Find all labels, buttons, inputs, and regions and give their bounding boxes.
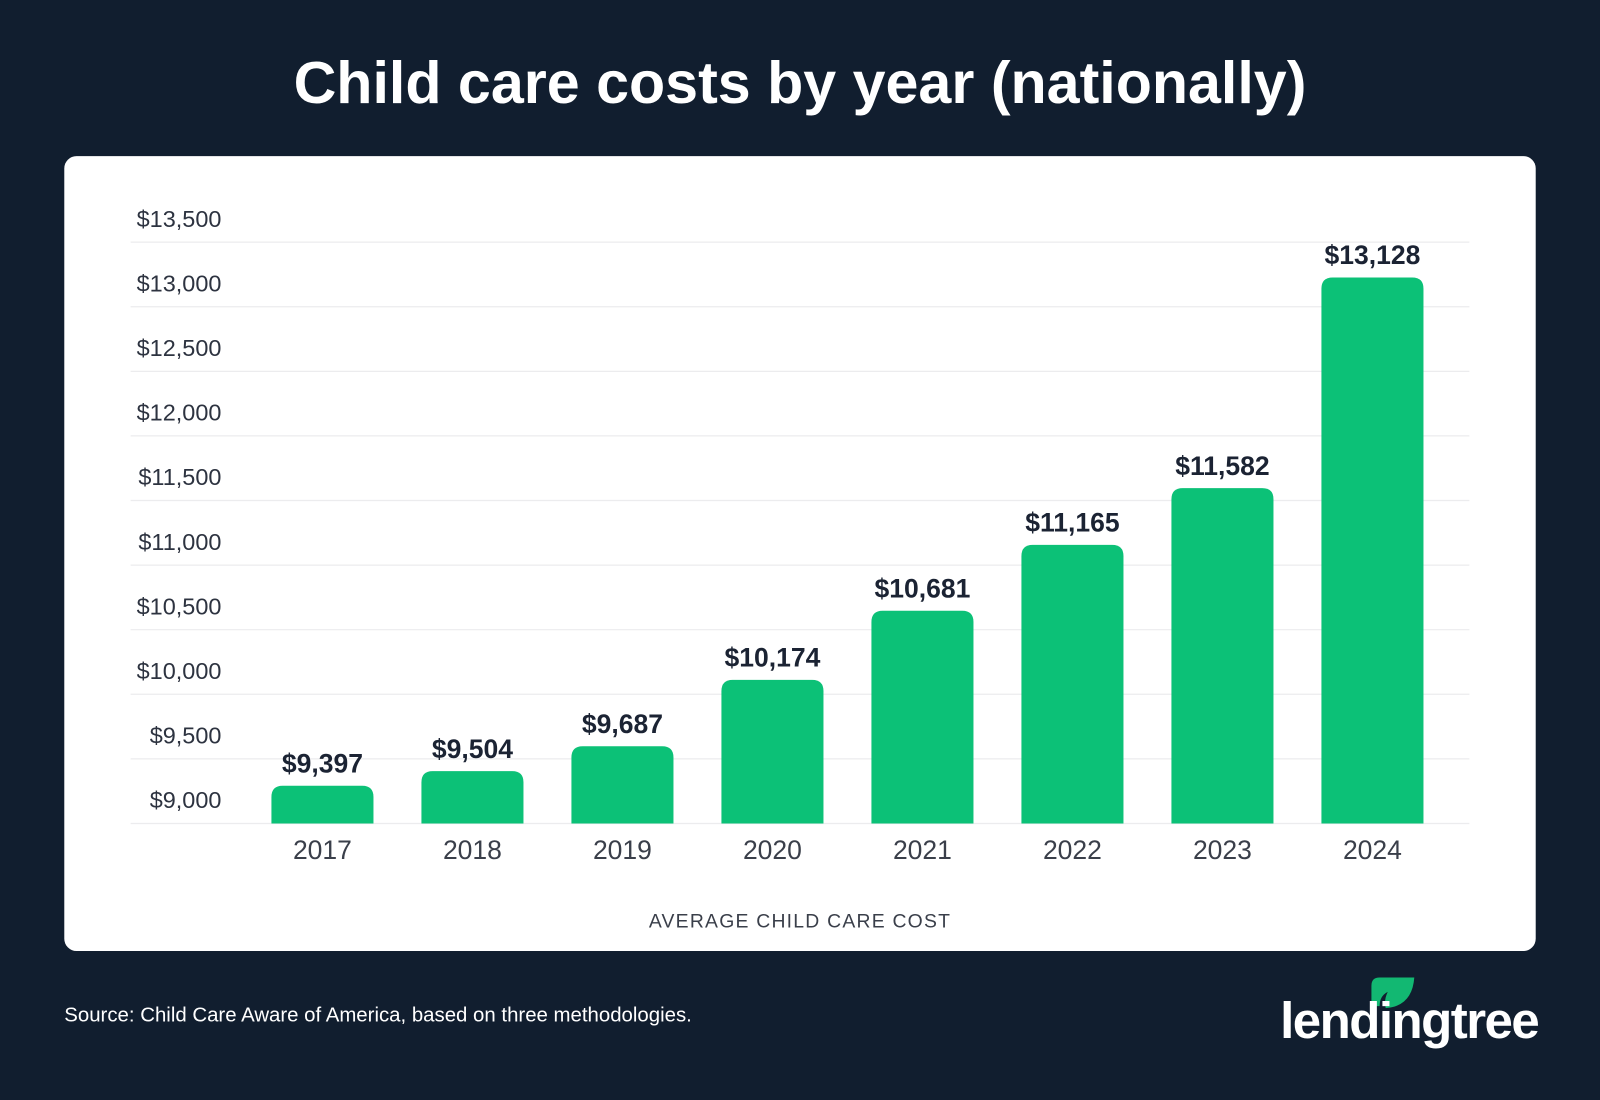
leaf-icon	[1371, 977, 1415, 1009]
data-label: $10,681	[875, 574, 971, 604]
y-tick-label: $9,000	[150, 787, 222, 813]
x-tick-label: 2017	[293, 835, 352, 865]
data-label: $13,128	[1325, 240, 1421, 270]
x-tick-label: 2021	[893, 835, 952, 865]
x-tick-label: 2023	[1193, 835, 1252, 865]
data-label: $9,504	[432, 734, 513, 764]
y-tick-label: $12,000	[137, 400, 222, 426]
x-tick-label: 2018	[443, 835, 502, 865]
y-tick-label: $13,500	[137, 206, 222, 232]
chart-title: Child care costs by year (nationally)	[294, 49, 1307, 116]
y-tick-label: $11,500	[138, 464, 221, 490]
bar-2020	[721, 679, 824, 824]
bar-2024	[1321, 277, 1424, 824]
bars	[271, 277, 1424, 824]
x-tick-label: 2022	[1043, 835, 1102, 865]
x-tick-label: 2020	[743, 835, 802, 865]
chart-card	[64, 156, 1536, 952]
bar-2022	[1021, 544, 1124, 824]
data-label: $10,174	[725, 643, 821, 673]
logo-text: lendingtree	[1280, 992, 1538, 1049]
x-axis-label: AVERAGE CHILD CARE COST	[649, 911, 951, 933]
bar-2019	[571, 746, 674, 824]
x-tick-label: 2024	[1343, 835, 1402, 865]
y-tick-label: $10,500	[137, 593, 222, 619]
bar-2018	[421, 771, 524, 824]
data-label: $11,165	[1025, 508, 1120, 538]
bar-2017	[271, 785, 374, 824]
y-axis: $9,000 $9,500 $10,000 $10,500 $11,000 $11,500…	[137, 206, 222, 813]
x-axis: 2017 2018 2019 2020 2021 2022 2023 2024	[293, 835, 1402, 865]
y-tick-label: $12,500	[137, 335, 222, 361]
data-label: $9,687	[582, 709, 663, 739]
bar-2023	[1171, 488, 1274, 824]
x-tick-label: 2019	[593, 835, 652, 865]
data-label: $9,397	[282, 748, 363, 778]
data-label: $11,582	[1175, 451, 1269, 481]
data-labels: $9,397 $9,504 $9,687 $10,174 $10,681 $11,165 $…	[282, 240, 1420, 778]
lendingtree-logo: lendingtree	[1280, 977, 1540, 1049]
source-note: Source: Child Care Aware of America, bas…	[64, 1004, 692, 1026]
y-tick-label: $13,000	[137, 270, 222, 296]
bar-2021	[871, 610, 974, 824]
y-tick-label: $9,500	[150, 723, 222, 749]
y-tick-label: $10,000	[137, 658, 222, 684]
y-tick-label: $11,000	[138, 529, 221, 555]
